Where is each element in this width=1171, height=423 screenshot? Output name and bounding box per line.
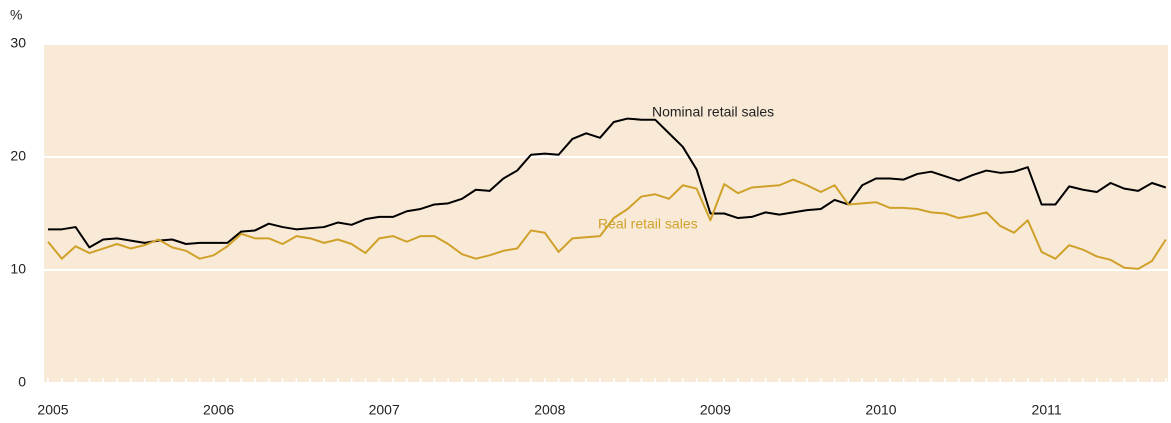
x-tick-label: 2005: [37, 402, 68, 418]
x-tick-label: 2007: [369, 402, 400, 418]
x-tick-label: 2010: [865, 402, 896, 418]
series-label: Real retail sales: [598, 216, 698, 232]
y-axis-label: %: [10, 7, 22, 23]
line-series: [48, 117, 1167, 249]
y-tick-label: 20: [10, 148, 26, 164]
y-tick-label: 10: [10, 261, 26, 277]
plot-area: [44, 44, 1168, 383]
series-label: Nominal retail sales: [652, 104, 774, 120]
x-tick-label: 2009: [700, 402, 731, 418]
y-tick-label: 30: [10, 35, 26, 51]
line-series: [47, 178, 1167, 270]
x-tick-label: 2008: [534, 402, 565, 418]
x-tick-label: 2006: [203, 402, 234, 418]
x-tick-label: 2011: [1032, 402, 1062, 418]
y-tick-label: 0: [18, 374, 26, 390]
